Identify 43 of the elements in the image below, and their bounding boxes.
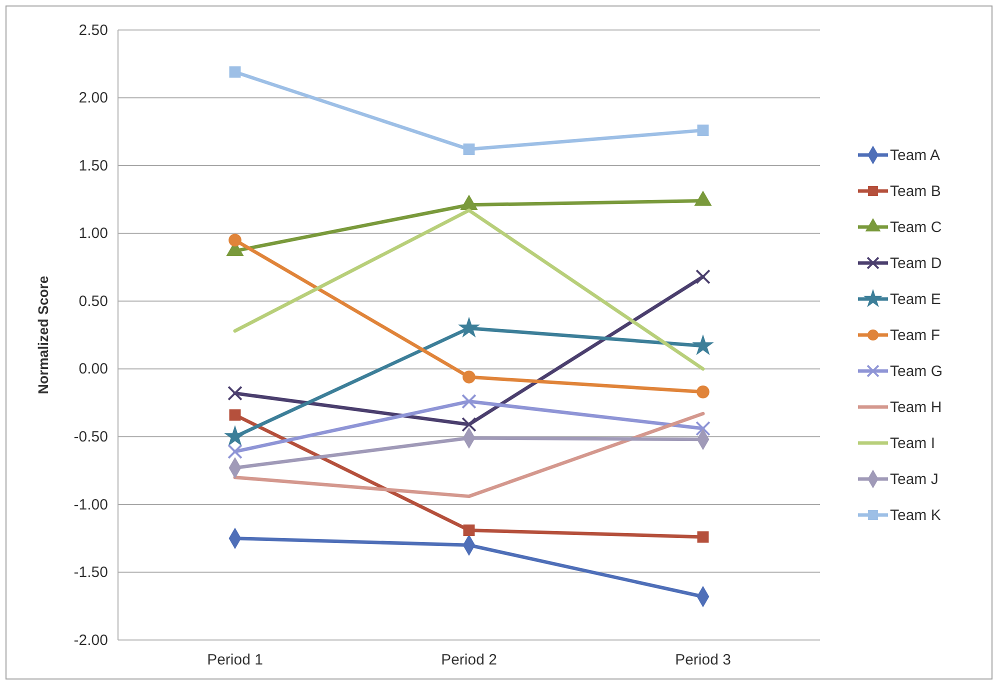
legend-label: Team K — [890, 507, 941, 524]
legend-label: Team H — [890, 399, 942, 416]
legend-label: Team A — [890, 147, 940, 164]
point — [462, 394, 476, 409]
legend-label: Team E — [890, 291, 941, 308]
y-tick-label: -1.00 — [74, 496, 108, 514]
y-tick-label: 2.00 — [78, 90, 108, 107]
legend-label: Team G — [890, 363, 943, 380]
legend-label: Team C — [890, 219, 942, 236]
x-tick-label: Period 2 — [441, 652, 497, 669]
point — [697, 124, 709, 136]
point — [459, 318, 479, 337]
y-tick-label: 2.50 — [78, 22, 108, 39]
x-tick-label: Period 3 — [675, 652, 731, 669]
y-tick-label: 0.00 — [78, 360, 108, 378]
point — [697, 531, 709, 543]
point — [228, 386, 242, 401]
point — [229, 66, 241, 78]
point — [696, 386, 710, 398]
point — [696, 421, 710, 436]
point — [693, 335, 713, 354]
y-tick-label: -2.00 — [74, 632, 108, 649]
point — [225, 426, 245, 446]
point — [463, 144, 475, 156]
legend-label: Team I — [890, 435, 936, 452]
y-axis-title: Normalized Score — [35, 276, 51, 394]
point — [228, 234, 242, 247]
legend-label: Team D — [890, 255, 942, 272]
point — [462, 370, 476, 384]
point — [228, 444, 242, 460]
legend-label: Team J — [890, 471, 938, 488]
y-tick-label: 0.50 — [78, 292, 108, 310]
y-tick-label: -0.50 — [74, 428, 108, 446]
y-tick-label: -1.50 — [74, 564, 108, 582]
y-tick-label: 1.50 — [78, 157, 108, 174]
point — [696, 269, 710, 284]
y-tick-label: 1.00 — [78, 225, 108, 242]
legend-label: Team B — [890, 183, 941, 200]
point — [462, 417, 476, 432]
legend-label: Team F — [890, 327, 940, 344]
x-tick-label: Period 1 — [207, 652, 263, 669]
point — [463, 524, 475, 536]
point — [229, 409, 241, 421]
